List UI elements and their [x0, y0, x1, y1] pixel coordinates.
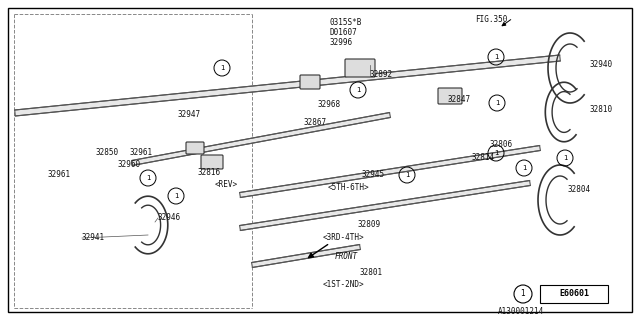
Text: 1: 1 — [404, 172, 409, 178]
Text: 1: 1 — [522, 165, 526, 171]
Polygon shape — [239, 146, 540, 197]
Bar — [540, 285, 608, 303]
Text: 32941: 32941 — [82, 233, 105, 242]
Text: 1: 1 — [173, 193, 179, 199]
Text: 32804: 32804 — [568, 185, 591, 194]
Text: 32961: 32961 — [130, 148, 153, 157]
Polygon shape — [15, 55, 560, 116]
FancyBboxPatch shape — [186, 142, 204, 154]
Text: 1: 1 — [493, 150, 499, 156]
Text: 32801: 32801 — [360, 268, 383, 277]
Polygon shape — [132, 113, 390, 165]
Text: 1: 1 — [493, 54, 499, 60]
FancyBboxPatch shape — [300, 75, 320, 89]
Text: 32810: 32810 — [590, 105, 613, 114]
Text: 0315S*B: 0315S*B — [330, 18, 362, 27]
Text: FIG.350: FIG.350 — [475, 15, 508, 24]
Text: 32940: 32940 — [590, 60, 613, 69]
Text: 32996: 32996 — [330, 38, 353, 47]
Text: 32814: 32814 — [472, 153, 495, 162]
Text: <REV>: <REV> — [215, 180, 238, 189]
Text: 1: 1 — [356, 87, 360, 93]
Text: <1ST-2ND>: <1ST-2ND> — [323, 280, 365, 289]
Text: A130001214: A130001214 — [498, 307, 544, 316]
Text: 32867: 32867 — [303, 118, 326, 127]
Text: 1: 1 — [520, 290, 525, 299]
Text: 32961: 32961 — [48, 170, 71, 179]
Text: 1: 1 — [495, 100, 499, 106]
Text: 32847: 32847 — [448, 95, 471, 104]
FancyBboxPatch shape — [438, 88, 462, 104]
Text: FRONT: FRONT — [335, 252, 358, 261]
Text: 32947: 32947 — [178, 110, 201, 119]
FancyBboxPatch shape — [345, 59, 375, 77]
Text: 32809: 32809 — [358, 220, 381, 229]
FancyBboxPatch shape — [201, 155, 223, 169]
Text: 1: 1 — [146, 175, 150, 181]
Polygon shape — [239, 180, 531, 230]
Text: <5TH-6TH>: <5TH-6TH> — [328, 183, 370, 192]
Text: 32960: 32960 — [118, 160, 141, 169]
Text: 32806: 32806 — [490, 140, 513, 149]
Text: 32945: 32945 — [362, 170, 385, 179]
Text: 32850: 32850 — [95, 148, 118, 157]
Text: 1: 1 — [220, 65, 224, 71]
Text: 32946: 32946 — [158, 213, 181, 222]
Text: 32892: 32892 — [370, 70, 393, 79]
Text: <3RD-4TH>: <3RD-4TH> — [323, 233, 365, 242]
Text: 32816: 32816 — [197, 168, 220, 177]
Text: 32968: 32968 — [318, 100, 341, 109]
Text: D01607: D01607 — [330, 28, 358, 37]
Polygon shape — [252, 244, 360, 268]
Text: 1: 1 — [563, 155, 567, 161]
Text: E60601: E60601 — [559, 290, 589, 299]
